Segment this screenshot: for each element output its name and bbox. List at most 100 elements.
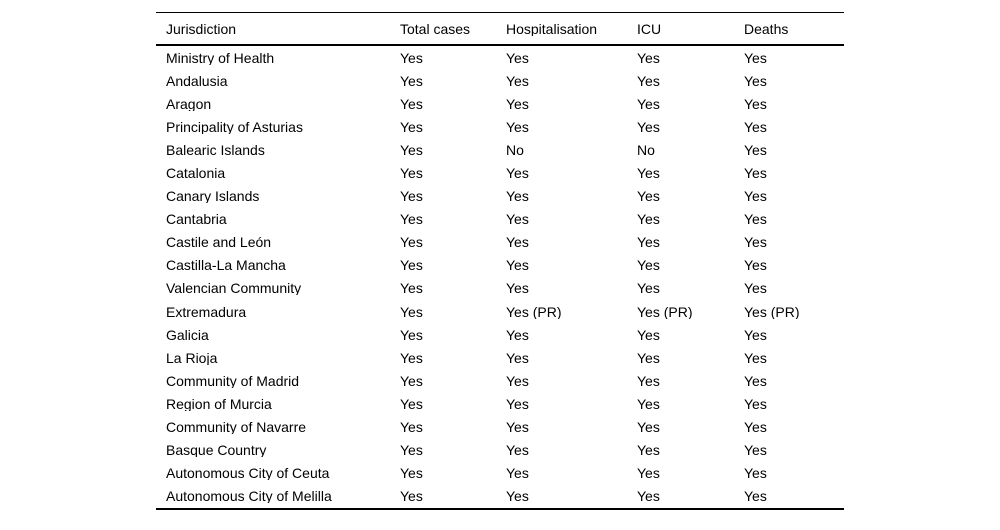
cell-total-cases: Yes (400, 142, 423, 157)
cell-icu: Yes (637, 489, 660, 504)
cell-hospitalisation: Yes (506, 189, 529, 204)
table-row: Cantabria Yes Yes Yes Yes (156, 208, 844, 231)
cell-deaths: Yes (744, 235, 767, 250)
cell-total-cases: Yes (400, 466, 423, 481)
cell-deaths: Yes (744, 350, 767, 365)
cell-total-cases: Yes (400, 166, 423, 181)
cell-icu: Yes (637, 327, 660, 342)
table-row: Castilla-La Mancha Yes Yes Yes Yes (156, 254, 844, 277)
table-row: Aragon Yes Yes Yes Yes (156, 92, 844, 115)
cell-jurisdiction: Autonomous City of Ceuta (166, 466, 330, 481)
cell-hospitalisation: No (506, 142, 524, 157)
cell-deaths: Yes (744, 443, 767, 458)
cell-icu: Yes (PR) (637, 304, 693, 319)
cell-hospitalisation: Yes (506, 466, 529, 481)
cell-jurisdiction: Balearic Islands (166, 142, 265, 157)
cell-deaths: Yes (744, 142, 767, 157)
table-row: Balearic Islands Yes No No Yes (156, 138, 844, 161)
cell-total-cases: Yes (400, 96, 423, 111)
cell-icu: Yes (637, 258, 660, 273)
cell-total-cases: Yes (400, 119, 423, 134)
cell-deaths: Yes (744, 212, 767, 227)
cell-deaths: Yes (PR) (744, 304, 800, 319)
cell-hospitalisation: Yes (PR) (506, 304, 562, 319)
cell-hospitalisation: Yes (506, 212, 529, 227)
cell-jurisdiction: La Rioja (166, 350, 218, 365)
table-body: Ministry of Health Yes Yes Yes Yes Andal… (156, 46, 844, 510)
cell-total-cases: Yes (400, 235, 423, 250)
cell-jurisdiction: Community of Navarre (166, 420, 307, 435)
cell-total-cases: Yes (400, 396, 423, 411)
cell-total-cases: Yes (400, 189, 423, 204)
cell-total-cases: Yes (400, 420, 423, 435)
table-row: Castile and León Yes Yes Yes Yes (156, 231, 844, 254)
cell-icu: Yes (637, 189, 660, 204)
cell-total-cases: Yes (400, 212, 423, 227)
cell-total-cases: Yes (400, 327, 423, 342)
cell-deaths: Yes (744, 281, 767, 296)
cell-icu: Yes (637, 235, 660, 250)
cell-jurisdiction: Valencian Community (166, 281, 302, 296)
table-row: Region of Murcia Yes Yes Yes Yes (156, 392, 844, 415)
cell-jurisdiction: Andalusia (166, 73, 228, 88)
table-row: Galicia Yes Yes Yes Yes (156, 323, 844, 346)
table-row: Ministry of Health Yes Yes Yes Yes (156, 46, 844, 69)
cell-icu: No (637, 142, 655, 157)
cell-jurisdiction: Aragon (166, 96, 212, 111)
cell-hospitalisation: Yes (506, 50, 529, 65)
cell-jurisdiction: Extremadura (166, 304, 247, 319)
cell-deaths: Yes (744, 96, 767, 111)
header-cell-jurisdiction: Jurisdiction (166, 21, 237, 36)
cell-jurisdiction: Galicia (166, 327, 209, 342)
cell-hospitalisation: Yes (506, 281, 529, 296)
header-cell-total-cases: Total cases (400, 21, 471, 36)
table-row: Autonomous City of Melilla Yes Yes Yes Y… (156, 485, 844, 508)
cell-total-cases: Yes (400, 73, 423, 88)
table-header-row: Jurisdiction Total cases Hospitalisation… (156, 13, 844, 46)
cell-deaths: Yes (744, 327, 767, 342)
cell-icu: Yes (637, 212, 660, 227)
table-row: Valencian Community Yes Yes Yes Yes (156, 277, 844, 300)
cell-hospitalisation: Yes (506, 258, 529, 273)
table-row: Community of Navarre Yes Yes Yes Yes (156, 416, 844, 439)
cell-deaths: Yes (744, 373, 767, 388)
cell-jurisdiction: Castilla-La Mancha (166, 258, 286, 273)
cell-hospitalisation: Yes (506, 350, 529, 365)
table-row: Principality of Asturias Yes Yes Yes Yes (156, 115, 844, 138)
cell-jurisdiction: Castile and León (166, 235, 272, 250)
table-row: Basque Country Yes Yes Yes Yes (156, 439, 844, 462)
cell-icu: Yes (637, 373, 660, 388)
table-row: Autonomous City of Ceuta Yes Yes Yes Yes (156, 462, 844, 485)
cell-jurisdiction: Community of Madrid (166, 373, 300, 388)
cell-deaths: Yes (744, 166, 767, 181)
cell-total-cases: Yes (400, 373, 423, 388)
cell-icu: Yes (637, 420, 660, 435)
cell-hospitalisation: Yes (506, 373, 529, 388)
cell-hospitalisation: Yes (506, 327, 529, 342)
cell-total-cases: Yes (400, 304, 423, 319)
cell-deaths: Yes (744, 258, 767, 273)
cell-icu: Yes (637, 50, 660, 65)
cell-deaths: Yes (744, 489, 767, 504)
cell-total-cases: Yes (400, 443, 423, 458)
cell-total-cases: Yes (400, 50, 423, 65)
cell-icu: Yes (637, 73, 660, 88)
table-row: Andalusia Yes Yes Yes Yes (156, 69, 844, 92)
cell-hospitalisation: Yes (506, 396, 529, 411)
cell-total-cases: Yes (400, 281, 423, 296)
cell-jurisdiction: Ministry of Health (166, 50, 275, 65)
cell-hospitalisation: Yes (506, 235, 529, 250)
cell-deaths: Yes (744, 466, 767, 481)
cell-deaths: Yes (744, 119, 767, 134)
table-row: La Rioja Yes Yes Yes Yes (156, 346, 844, 369)
cell-total-cases: Yes (400, 258, 423, 273)
header-cell-deaths: Deaths (744, 21, 789, 36)
cell-hospitalisation: Yes (506, 443, 529, 458)
cell-jurisdiction: Canary Islands (166, 189, 260, 204)
table-row: Catalonia Yes Yes Yes Yes (156, 161, 844, 184)
cell-jurisdiction: Catalonia (166, 166, 226, 181)
cell-icu: Yes (637, 96, 660, 111)
cell-icu: Yes (637, 466, 660, 481)
cell-total-cases: Yes (400, 489, 423, 504)
cell-jurisdiction: Principality of Asturias (166, 119, 303, 134)
